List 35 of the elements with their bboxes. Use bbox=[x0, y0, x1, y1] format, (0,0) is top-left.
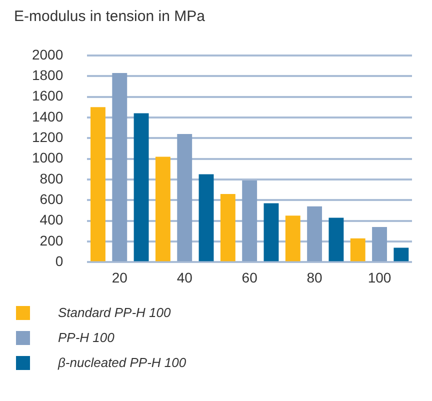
y-tick-label: 1600 bbox=[32, 88, 64, 104]
bar bbox=[350, 238, 366, 262]
y-tick-label: 2000 bbox=[32, 46, 64, 62]
bar bbox=[285, 216, 300, 262]
x-tick-label: 100 bbox=[368, 269, 392, 286]
chart-title: E-modulus in tension in MPa bbox=[14, 8, 206, 25]
y-tick-label: 200 bbox=[40, 232, 64, 248]
y-tick-label: 1400 bbox=[32, 108, 64, 124]
bar bbox=[242, 180, 258, 262]
y-tick-label: 400 bbox=[40, 212, 64, 228]
y-tick-label: 800 bbox=[40, 170, 64, 186]
bar bbox=[394, 248, 409, 262]
y-tick-label: 1000 bbox=[32, 150, 64, 166]
bar bbox=[134, 113, 149, 262]
y-tick-label: 1200 bbox=[32, 128, 64, 145]
bar bbox=[372, 227, 387, 262]
x-tick-label: 20 bbox=[112, 269, 128, 286]
bar bbox=[90, 107, 106, 262]
bar bbox=[328, 218, 344, 262]
bar bbox=[177, 134, 192, 262]
y-tick-label: 0 bbox=[55, 253, 64, 270]
y-tick-label: 1800 bbox=[32, 66, 64, 83]
legend-label: PP-H 100 bbox=[58, 330, 114, 345]
bar bbox=[264, 203, 279, 262]
bar bbox=[198, 174, 214, 262]
y-tick-label: 600 bbox=[40, 191, 64, 208]
bar bbox=[307, 206, 322, 262]
legend-label: β-nucleated PP-H 100 bbox=[58, 355, 186, 370]
x-tick-label: 80 bbox=[306, 269, 323, 286]
legend-label: Standard PP-H 100 bbox=[58, 305, 171, 320]
bar bbox=[112, 72, 128, 262]
bar bbox=[155, 156, 170, 262]
bar bbox=[220, 194, 236, 262]
x-tick-label: 40 bbox=[176, 269, 193, 286]
x-tick-label: 60 bbox=[242, 269, 258, 286]
